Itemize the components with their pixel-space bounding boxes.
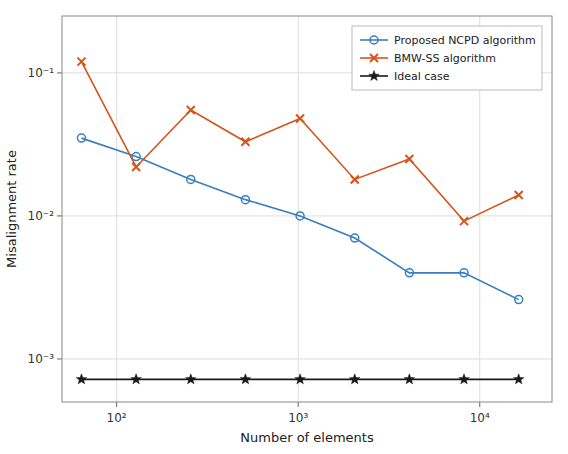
point (515, 296, 523, 304)
point (459, 374, 469, 384)
point (460, 217, 468, 225)
tick-label: 10⁻¹ (28, 66, 55, 80)
point (187, 175, 195, 183)
chart: 10² 10³ 10⁴ 10⁻³ 10⁻² 10⁻¹ Number of elements M… (0, 0, 568, 454)
legend-box (352, 26, 542, 90)
point (77, 134, 85, 142)
legend-marker (370, 54, 378, 62)
y-axis-label: Misalignment rate (4, 150, 19, 268)
point (460, 269, 468, 277)
point (187, 106, 195, 114)
legend-label: Ideal case (394, 70, 450, 83)
point (351, 234, 359, 242)
point (76, 374, 86, 384)
point (296, 212, 304, 220)
grid-line (62, 358, 552, 359)
point (295, 374, 305, 384)
legend-line (360, 39, 388, 41)
line (81, 138, 518, 299)
point (405, 155, 413, 163)
point (132, 153, 140, 161)
point (132, 163, 140, 171)
legend-marker (369, 71, 379, 81)
tick (298, 402, 299, 407)
tick (57, 72, 62, 73)
grid (62, 16, 552, 402)
point (241, 196, 249, 204)
tick (57, 215, 62, 216)
tick-label: 10² (107, 411, 127, 425)
point (240, 374, 250, 384)
grid-line (116, 16, 117, 402)
tick-label: 10⁻² (28, 209, 55, 223)
grid-line (62, 215, 552, 216)
point (77, 58, 85, 66)
point (513, 374, 523, 384)
point (349, 374, 359, 384)
grid-line (298, 16, 299, 402)
point (241, 138, 249, 146)
tick-label: 10⁴ (470, 411, 490, 425)
tick (479, 402, 480, 407)
tick-label: 10³ (288, 411, 308, 425)
tick (116, 402, 117, 407)
axes: 10² 10³ 10⁴ 10⁻³ 10⁻² 10⁻¹ (28, 16, 552, 425)
legend-label: Proposed NCPD algorithm (394, 34, 536, 47)
plot-area (62, 16, 552, 402)
point (405, 269, 413, 277)
point (515, 191, 523, 199)
point (131, 374, 141, 384)
x-axis-label: Number of elements (240, 430, 374, 445)
tick-label: 10⁻³ (28, 352, 55, 366)
point (186, 374, 196, 384)
legend-marker (370, 36, 378, 44)
legend: Proposed NCPD algorithm BMW-SS algorithm I… (352, 26, 542, 90)
point (351, 175, 359, 183)
point (404, 374, 414, 384)
data (76, 58, 524, 384)
plot-frame (62, 16, 552, 402)
point (296, 115, 304, 123)
tick (57, 358, 62, 359)
legend-label: BMW-SS algorithm (394, 52, 496, 65)
series (76, 374, 524, 384)
